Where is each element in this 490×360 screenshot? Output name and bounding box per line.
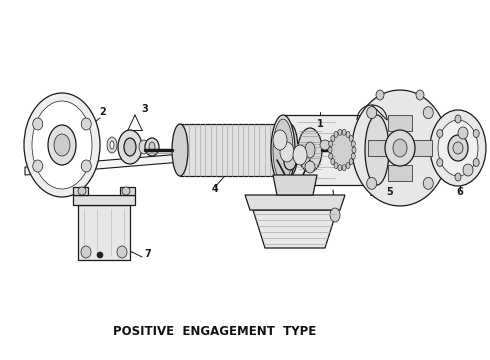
Polygon shape xyxy=(78,205,130,260)
Ellipse shape xyxy=(330,132,354,168)
Polygon shape xyxy=(408,140,432,156)
Ellipse shape xyxy=(81,160,91,172)
Ellipse shape xyxy=(33,118,43,130)
Text: 2: 2 xyxy=(99,107,106,117)
Ellipse shape xyxy=(338,165,342,171)
Text: 4: 4 xyxy=(212,184,219,194)
Polygon shape xyxy=(388,165,412,181)
Ellipse shape xyxy=(367,107,377,119)
Ellipse shape xyxy=(329,141,333,147)
Polygon shape xyxy=(273,175,317,195)
Ellipse shape xyxy=(334,163,338,168)
Ellipse shape xyxy=(385,130,415,166)
Polygon shape xyxy=(73,187,88,195)
Text: 5: 5 xyxy=(387,187,393,197)
Ellipse shape xyxy=(365,115,389,185)
Ellipse shape xyxy=(346,163,350,168)
Ellipse shape xyxy=(342,165,346,171)
Ellipse shape xyxy=(273,130,287,150)
Ellipse shape xyxy=(24,93,100,197)
Ellipse shape xyxy=(107,137,117,153)
Ellipse shape xyxy=(438,120,478,176)
Ellipse shape xyxy=(124,138,136,156)
Ellipse shape xyxy=(118,130,142,164)
Ellipse shape xyxy=(352,147,356,153)
Ellipse shape xyxy=(149,142,155,152)
Ellipse shape xyxy=(305,161,315,173)
Ellipse shape xyxy=(351,153,355,159)
Ellipse shape xyxy=(330,208,340,222)
Polygon shape xyxy=(253,210,337,248)
Polygon shape xyxy=(283,115,377,185)
Ellipse shape xyxy=(437,158,443,166)
Ellipse shape xyxy=(122,187,130,195)
Ellipse shape xyxy=(458,127,468,139)
Ellipse shape xyxy=(320,140,330,150)
Ellipse shape xyxy=(423,177,433,189)
Ellipse shape xyxy=(110,141,114,149)
Ellipse shape xyxy=(271,115,295,185)
Ellipse shape xyxy=(32,101,92,189)
Text: POSITIVE  ENGAGEMENT  TYPE: POSITIVE ENGAGEMENT TYPE xyxy=(113,325,317,338)
Ellipse shape xyxy=(416,90,424,100)
Ellipse shape xyxy=(453,142,463,154)
Polygon shape xyxy=(368,140,392,156)
Ellipse shape xyxy=(342,129,346,135)
Ellipse shape xyxy=(293,145,307,165)
Polygon shape xyxy=(73,195,135,205)
Polygon shape xyxy=(180,124,290,176)
Ellipse shape xyxy=(305,142,315,158)
Ellipse shape xyxy=(280,142,294,162)
Ellipse shape xyxy=(145,138,159,156)
Ellipse shape xyxy=(81,246,91,258)
Ellipse shape xyxy=(346,131,350,138)
Ellipse shape xyxy=(352,90,448,206)
Text: 3: 3 xyxy=(142,104,148,114)
Ellipse shape xyxy=(455,173,461,181)
Ellipse shape xyxy=(331,158,335,165)
Polygon shape xyxy=(245,195,345,210)
Text: 6: 6 xyxy=(457,187,464,197)
Ellipse shape xyxy=(430,110,486,186)
Ellipse shape xyxy=(423,107,433,119)
Text: 1: 1 xyxy=(317,119,323,129)
Ellipse shape xyxy=(139,140,149,154)
Ellipse shape xyxy=(328,147,332,153)
Ellipse shape xyxy=(393,139,407,157)
Ellipse shape xyxy=(48,125,76,165)
Ellipse shape xyxy=(97,252,103,258)
Polygon shape xyxy=(120,187,135,195)
Ellipse shape xyxy=(473,158,479,166)
Ellipse shape xyxy=(349,135,353,141)
Ellipse shape xyxy=(331,135,335,141)
Ellipse shape xyxy=(349,158,353,165)
Ellipse shape xyxy=(351,141,355,147)
Text: 7: 7 xyxy=(145,249,151,259)
Ellipse shape xyxy=(298,128,322,172)
Ellipse shape xyxy=(437,130,443,138)
Ellipse shape xyxy=(448,135,468,161)
Ellipse shape xyxy=(117,246,127,258)
Ellipse shape xyxy=(455,115,461,123)
Ellipse shape xyxy=(284,154,296,170)
Ellipse shape xyxy=(78,187,86,195)
Ellipse shape xyxy=(273,119,293,181)
Ellipse shape xyxy=(33,160,43,172)
Ellipse shape xyxy=(376,90,384,100)
Polygon shape xyxy=(388,115,412,131)
Ellipse shape xyxy=(172,124,188,176)
Polygon shape xyxy=(25,130,470,175)
Ellipse shape xyxy=(338,129,342,135)
Ellipse shape xyxy=(367,177,377,189)
Ellipse shape xyxy=(473,130,479,138)
Ellipse shape xyxy=(329,153,333,159)
Ellipse shape xyxy=(282,124,298,176)
Ellipse shape xyxy=(463,164,473,176)
Ellipse shape xyxy=(81,118,91,130)
Ellipse shape xyxy=(334,131,338,138)
Ellipse shape xyxy=(54,134,70,156)
